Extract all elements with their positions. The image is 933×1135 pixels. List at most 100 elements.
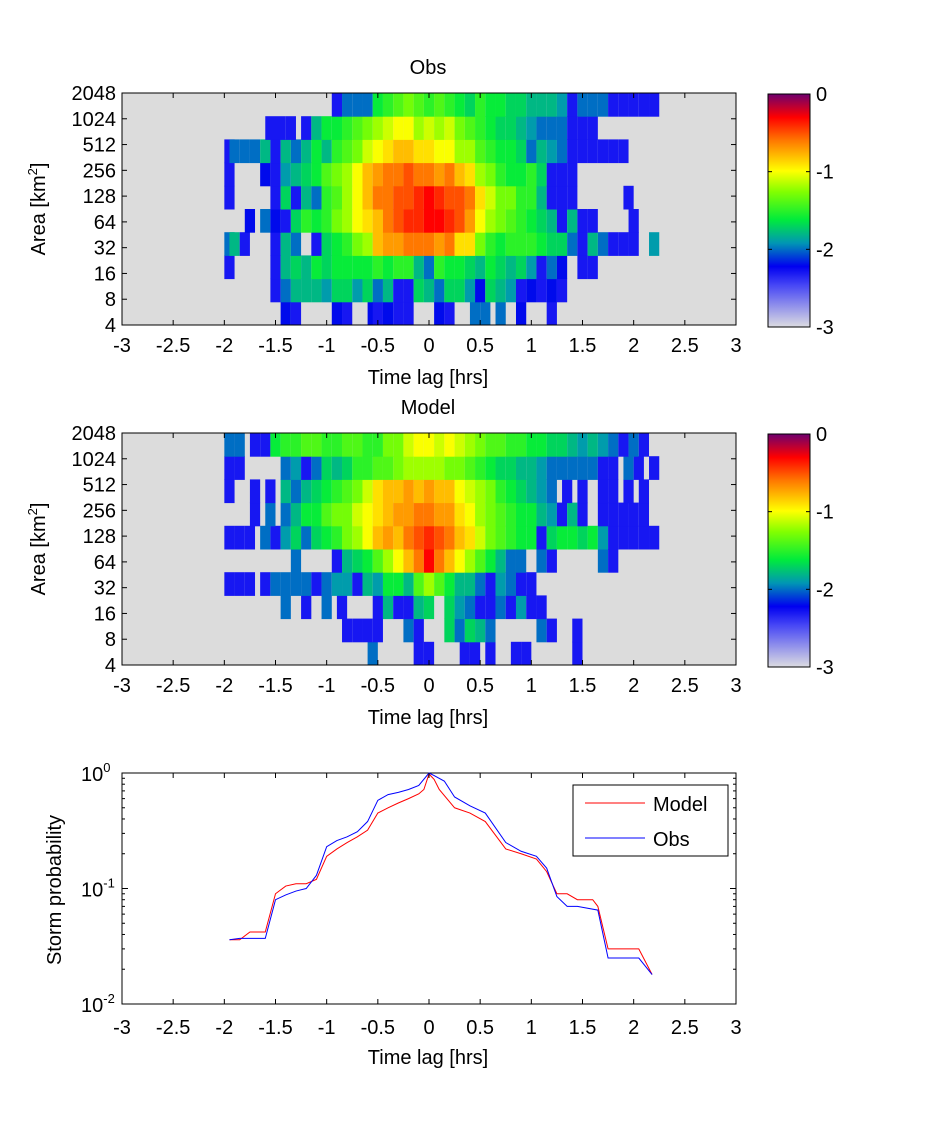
heatmap-cell xyxy=(321,116,332,140)
heatmap-cell xyxy=(352,162,363,187)
heatmap-cell xyxy=(321,479,332,504)
heatmap-cell xyxy=(536,232,547,256)
heatmap-cell xyxy=(597,93,609,117)
x-tick-label: -3 xyxy=(113,335,131,357)
heatmap-cell xyxy=(321,525,332,550)
heatmap-cell xyxy=(336,595,348,620)
x-tick-label: 1.5 xyxy=(569,1017,597,1039)
heatmap-cell xyxy=(352,456,363,480)
heatmap-cell xyxy=(321,185,332,210)
heatmap-cell xyxy=(413,549,424,573)
heatmap-cell xyxy=(224,433,235,457)
heatmap-cell xyxy=(444,456,455,480)
heatmap-cell xyxy=(577,139,588,164)
heatmap-cell xyxy=(464,595,476,620)
heatmap-cell xyxy=(536,116,547,140)
heatmap-cell xyxy=(526,255,537,280)
heatmap-cell xyxy=(290,209,302,233)
heatmap-cell xyxy=(536,162,547,187)
heatmap-cell xyxy=(372,93,383,117)
heatmap-cell xyxy=(444,185,455,210)
heatmap-cell xyxy=(423,595,435,620)
line-y-axis-label: Storm probability xyxy=(44,815,66,965)
heatmap-cell xyxy=(434,301,445,326)
heatmap-cell xyxy=(413,433,424,457)
heatmap-cell xyxy=(454,255,465,280)
heatmap-cell xyxy=(342,255,353,280)
heatmap-cell xyxy=(546,232,557,256)
heatmap-cell xyxy=(536,209,547,233)
heatmap-cell xyxy=(618,93,629,117)
heatmap-cell xyxy=(372,618,383,643)
heatmap-cell xyxy=(536,456,547,480)
heatmap-cell xyxy=(515,232,527,256)
heatmap-cell xyxy=(382,255,394,280)
heatmap-cell xyxy=(526,116,537,140)
heatmap-cell xyxy=(301,479,312,504)
heatmap-cell xyxy=(649,93,660,117)
heatmap-cell xyxy=(434,502,445,527)
heatmap-cell xyxy=(495,232,506,256)
heatmap-cell xyxy=(280,139,291,164)
heatmap-cell xyxy=(587,456,598,480)
heatmap-cell xyxy=(536,93,547,117)
heatmap-cell xyxy=(454,479,465,504)
heatmap-cell xyxy=(342,139,353,164)
storm-probability-panel: -3 -2.5 -2 -1.5 -1 -0.5 0 0.5 1 1.5 2 2.5 3 10-2 10-1… xyxy=(44,760,742,1069)
heatmap-cell xyxy=(475,433,486,457)
heatmap-cell xyxy=(311,209,322,233)
heatmap-cell xyxy=(628,433,639,457)
heatmap-cell xyxy=(260,572,271,596)
heatmap-cell xyxy=(239,139,250,164)
heatmap-cell xyxy=(495,549,506,573)
heatmap-cell xyxy=(311,185,322,210)
heatmap-cell xyxy=(301,162,312,187)
x-tick-label: -2.5 xyxy=(156,675,190,697)
heatmap-cell xyxy=(444,116,455,140)
heatmap-cell xyxy=(556,139,568,164)
heatmap-cell xyxy=(311,255,322,280)
heatmap-cell xyxy=(546,116,557,140)
heatmap-cell xyxy=(382,595,394,620)
x-tick-label: -1.5 xyxy=(258,675,292,697)
heatmap-cell xyxy=(505,525,516,550)
heatmap-cell xyxy=(546,185,557,210)
heatmap-cell xyxy=(423,479,435,504)
heatmap-cell xyxy=(633,456,644,480)
heatmap-cell xyxy=(413,116,424,140)
heatmap-cell xyxy=(265,502,276,527)
heatmap-cell xyxy=(280,185,291,210)
heatmap-cell xyxy=(311,525,322,550)
heatmap-cell xyxy=(567,502,578,527)
heatmap-cell xyxy=(444,162,455,187)
heatmap-cell xyxy=(464,433,476,457)
heatmap-cell xyxy=(362,549,373,573)
heatmap-cell xyxy=(515,549,527,573)
model-title: Model xyxy=(401,397,455,419)
heatmap-cell xyxy=(352,209,363,233)
y-tick-label: 256 xyxy=(83,160,116,182)
heatmap-cell xyxy=(224,162,235,187)
heatmap-cell xyxy=(403,572,414,596)
heatmap-cell xyxy=(423,255,435,280)
heatmap-cell xyxy=(505,209,516,233)
heatmap-cell xyxy=(234,572,245,596)
heatmap-cell xyxy=(623,185,634,210)
heatmap-cell xyxy=(403,479,414,504)
heatmap-cell xyxy=(301,139,312,164)
heatmap-cell xyxy=(505,116,516,140)
heatmap-cell xyxy=(403,139,414,164)
x-tick-label: -0.5 xyxy=(361,675,395,697)
heatmap-cell xyxy=(434,278,445,303)
heatmap-cell xyxy=(587,116,598,140)
heatmap-cell xyxy=(234,456,245,480)
heatmap-cell xyxy=(475,549,486,573)
heatmap-cell xyxy=(546,255,557,280)
y-tick-label: 1024 xyxy=(72,109,117,131)
heatmap-cell xyxy=(244,572,256,596)
heatmap-cell xyxy=(290,525,302,550)
heatmap-cell xyxy=(567,209,578,233)
heatmap-cell xyxy=(352,502,363,527)
heatmap-cell xyxy=(515,209,527,233)
heatmap-cell xyxy=(521,641,532,666)
